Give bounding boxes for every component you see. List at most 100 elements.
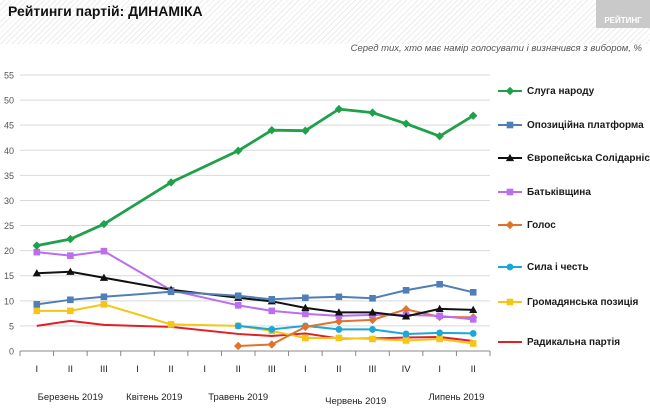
legend-swatch <box>498 341 522 343</box>
x-tick-label: I <box>203 364 206 375</box>
legend-item: Батьківщина <box>497 184 591 200</box>
y-tick-label: 35 <box>4 171 14 181</box>
data-point <box>234 341 243 351</box>
y-tick-label: 15 <box>4 271 14 281</box>
data-point <box>267 340 276 349</box>
data-point <box>67 296 74 304</box>
data-point <box>167 288 175 296</box>
series-3 <box>33 247 477 323</box>
data-point <box>100 293 108 301</box>
data-point <box>302 310 309 318</box>
x-tick-label: II <box>236 364 241 375</box>
legend-swatch-marker <box>505 220 515 230</box>
data-point <box>335 334 343 342</box>
data-point <box>435 132 444 141</box>
data-point <box>301 303 310 311</box>
x-tick-label: I <box>136 364 139 375</box>
series-line <box>36 107 474 247</box>
x-tick-label: I <box>35 364 38 375</box>
x-group-label: Квітень 2019 <box>126 392 182 403</box>
legend-label: Слуга народу <box>527 85 595 97</box>
data-point <box>402 330 410 338</box>
y-tick-label: 5 <box>9 321 14 331</box>
data-point <box>469 330 477 337</box>
data-point <box>268 296 276 303</box>
y-tick-label: 10 <box>4 296 14 306</box>
legend-label: Радикальна партія <box>527 336 621 348</box>
legend-swatch-marker <box>506 188 514 196</box>
legend-item: Громадянська позиція <box>497 294 638 310</box>
legend-swatch <box>498 188 522 196</box>
data-point <box>234 292 242 300</box>
data-point <box>32 269 41 277</box>
data-point <box>166 178 176 187</box>
y-tick-label: 25 <box>4 221 14 231</box>
legend-swatch-marker <box>505 153 515 162</box>
data-point <box>67 252 74 259</box>
y-tick-label: 50 <box>4 96 14 106</box>
header-band: Рейтинги партій: ДИНАМІКА РЕЙТИНГ <box>0 0 650 44</box>
data-point <box>369 295 376 302</box>
legend-swatch <box>498 121 522 129</box>
data-point <box>301 126 310 135</box>
legend-swatch <box>498 153 522 162</box>
legend-label: Голос <box>527 219 556 231</box>
data-point <box>100 247 108 255</box>
y-tick-label: 45 <box>4 121 14 131</box>
x-tick-label: I <box>438 364 441 375</box>
legend-item: Опозиційна платформа <box>497 117 644 133</box>
chart-title: Рейтинги партій: ДИНАМІКА <box>8 3 203 19</box>
legend-swatch <box>498 263 522 271</box>
series-line <box>36 303 474 345</box>
legend-item: Європейська Солідарність <box>497 150 650 166</box>
data-point <box>99 273 109 281</box>
data-point <box>234 146 243 155</box>
series-0 <box>32 104 478 250</box>
data-point <box>435 304 444 312</box>
data-point <box>66 234 75 244</box>
y-tick-label: 0 <box>9 347 14 357</box>
data-point <box>302 294 309 302</box>
x-tick-label: II <box>168 364 173 375</box>
data-point <box>335 312 343 320</box>
data-point <box>402 286 410 294</box>
data-point <box>369 335 376 343</box>
chart-subtitle: Серед тих, хто має намір голосувати і ви… <box>350 43 642 54</box>
data-point <box>436 280 443 288</box>
data-point <box>32 241 41 250</box>
data-point <box>401 119 411 128</box>
data-point <box>301 322 310 332</box>
data-point <box>100 301 108 308</box>
data-point <box>99 219 109 229</box>
data-point <box>66 267 75 275</box>
legend-item: Радикальна партія <box>497 334 620 350</box>
data-point <box>33 301 41 308</box>
data-point <box>469 111 478 120</box>
x-group-label: Червень 2019 <box>325 396 386 407</box>
data-point <box>33 307 41 315</box>
legend-swatch-marker <box>506 121 514 129</box>
series-line <box>36 270 474 318</box>
data-point <box>369 326 376 333</box>
legend-label: Батьківщина <box>527 186 591 198</box>
data-point <box>368 308 377 316</box>
data-point <box>436 329 444 337</box>
data-point <box>469 305 478 313</box>
x-tick-label: III <box>369 364 377 375</box>
data-point <box>436 312 443 320</box>
data-point <box>334 308 344 316</box>
legend-swatch <box>498 298 522 306</box>
x-group-label: Липень 2019 <box>428 392 484 403</box>
data-point <box>234 302 242 309</box>
y-tick-label: 40 <box>4 146 14 156</box>
legend-item: Голос <box>497 217 556 233</box>
data-point <box>234 322 242 330</box>
data-point <box>268 326 276 333</box>
x-group-label: Травень 2019 <box>208 392 268 403</box>
series-line <box>238 324 474 335</box>
y-tick-label: 55 <box>4 71 14 81</box>
x-group-label: Березень 2019 <box>38 392 103 403</box>
series-1 <box>33 280 477 308</box>
data-point <box>401 312 411 320</box>
